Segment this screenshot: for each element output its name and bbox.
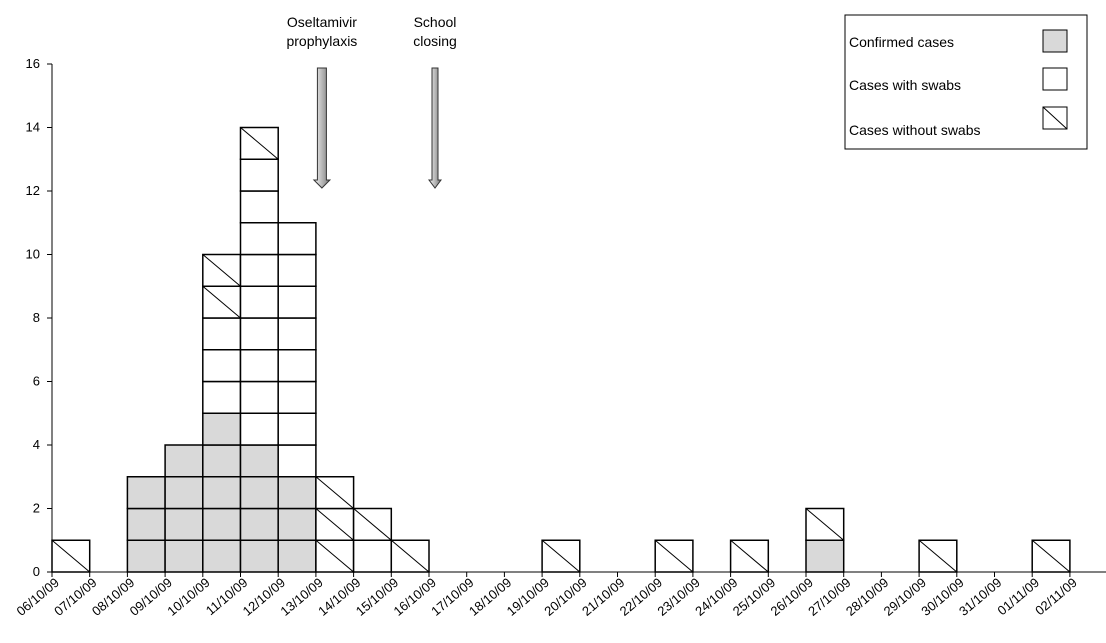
bar-segment-swabs: [202, 380, 242, 414]
bar-segment-swabs: [202, 349, 242, 383]
y-tick-label: 12: [26, 183, 40, 198]
annotations: Oseltamivir prophylaxis School closing: [286, 14, 457, 189]
oseltamivir-annotation-label: Oseltamivir: [287, 14, 357, 30]
y-axis: 0 2 4 6 8 10 12 14 16: [26, 56, 53, 579]
y-tick-label: 4: [33, 437, 40, 452]
bar-segment-confirmed: [239, 539, 279, 573]
bar-segment-confirmed: [277, 507, 317, 541]
bar-segment-swabs: [239, 380, 279, 414]
bar-segment-diagonal: [202, 254, 241, 287]
plot-area: [51, 126, 1071, 573]
school-arrow-icon: [428, 67, 442, 189]
x-tick-label: 10/10/09: [164, 575, 212, 619]
bar-segment-diagonal: [654, 539, 694, 573]
bar-segment-confirmed: [239, 476, 279, 510]
bar-segment-confirmed: [164, 444, 204, 478]
bar-segment-diagonal: [240, 127, 279, 160]
bar-segment-confirmed: [202, 476, 242, 510]
oseltamivir-arrow-icon: [312, 67, 332, 189]
bar-segment-swabs: [277, 444, 317, 478]
bar-segment-confirmed: [126, 476, 166, 510]
x-tick-label: 02/11/09: [1032, 575, 1080, 618]
y-tick-label: 16: [26, 56, 40, 71]
x-tick-label: 31/10/09: [956, 575, 1004, 619]
bar-segment-confirmed: [239, 444, 279, 478]
bar-segment-confirmed: [164, 476, 204, 510]
bar-segment-swabs: [239, 285, 279, 319]
y-tick-label: 10: [26, 247, 40, 262]
bar-segment-swabs: [277, 222, 317, 256]
bar-segment-confirmed: [126, 539, 166, 573]
bar-segment-diagonal: [1031, 539, 1071, 573]
bar-segment-swabs: [277, 412, 317, 446]
x-tick-label: 01/11/09: [994, 575, 1042, 618]
bar-segment-swabs: [239, 349, 279, 383]
bar-segment-confirmed: [202, 412, 242, 446]
bar-segment-diagonal: [390, 539, 430, 573]
bar-segment-swabs: [277, 317, 317, 351]
legend-label: Cases without swabs: [849, 122, 981, 138]
bar-segment-diagonal: [51, 539, 91, 573]
school-annotation-label: School: [414, 14, 457, 30]
bar-segment-diagonal: [315, 476, 354, 509]
bar-segment-confirmed: [202, 444, 242, 478]
bar-segment-diagonal: [918, 539, 958, 573]
bar-segment-swabs: [202, 317, 242, 351]
bar-segment-diagonal: [315, 508, 354, 541]
bar-segment-diagonal: [541, 539, 581, 573]
oseltamivir-annotation-label: prophylaxis: [286, 33, 357, 49]
bar-segment-diagonal: [730, 539, 769, 573]
bar-segment-diagonal: [805, 508, 845, 541]
bar-segment-diagonal: [353, 508, 392, 541]
school-annotation-label: closing: [413, 33, 457, 49]
bar-segment-swabs: [277, 380, 317, 414]
y-tick-label: 14: [26, 120, 40, 135]
bar-segment-swabs: [352, 539, 393, 573]
bar-segment-confirmed: [126, 507, 166, 541]
bar-segment-swabs: [239, 253, 279, 287]
bar-segment-confirmed: [164, 507, 204, 541]
legend-swatch-confirmed: [1042, 29, 1068, 53]
y-tick-label: 2: [33, 501, 40, 516]
bar-segment-diagonal: [202, 285, 241, 319]
bar-segment-swabs: [277, 285, 317, 319]
bar-segment-swabs: [239, 158, 279, 192]
legend-label: Cases with swabs: [849, 77, 961, 93]
legend-label: Confirmed cases: [849, 34, 954, 50]
y-tick-label: 6: [33, 374, 40, 389]
y-tick-label: 8: [33, 310, 40, 325]
legend: Confirmed cases Cases with swabs Cases wit…: [844, 14, 1088, 150]
x-axis: 06/10/0907/10/0908/10/0909/10/0910/10/09…: [14, 571, 1106, 619]
legend-swatch-diagonal: [1042, 106, 1068, 130]
bar-segment-confirmed: [164, 539, 204, 573]
bar-segment-confirmed: [277, 476, 317, 510]
y-tick-label: 0: [33, 564, 40, 579]
bar-segment-confirmed: [277, 539, 317, 573]
bar-segment-swabs: [239, 190, 279, 224]
bar-segment-swabs: [239, 222, 279, 256]
bar-segment-confirmed: [202, 539, 242, 573]
bar-segment-confirmed: [805, 539, 845, 573]
bar-segment-swabs: [277, 253, 317, 287]
bar-segment-confirmed: [239, 507, 279, 541]
legend-swatch-swabs: [1042, 67, 1068, 91]
bar-segment-confirmed: [202, 507, 242, 541]
bar-segment-swabs: [239, 317, 279, 351]
bar-segment-diagonal: [315, 539, 354, 573]
bar-segment-swabs: [239, 412, 279, 446]
bar-segment-swabs: [277, 349, 317, 383]
